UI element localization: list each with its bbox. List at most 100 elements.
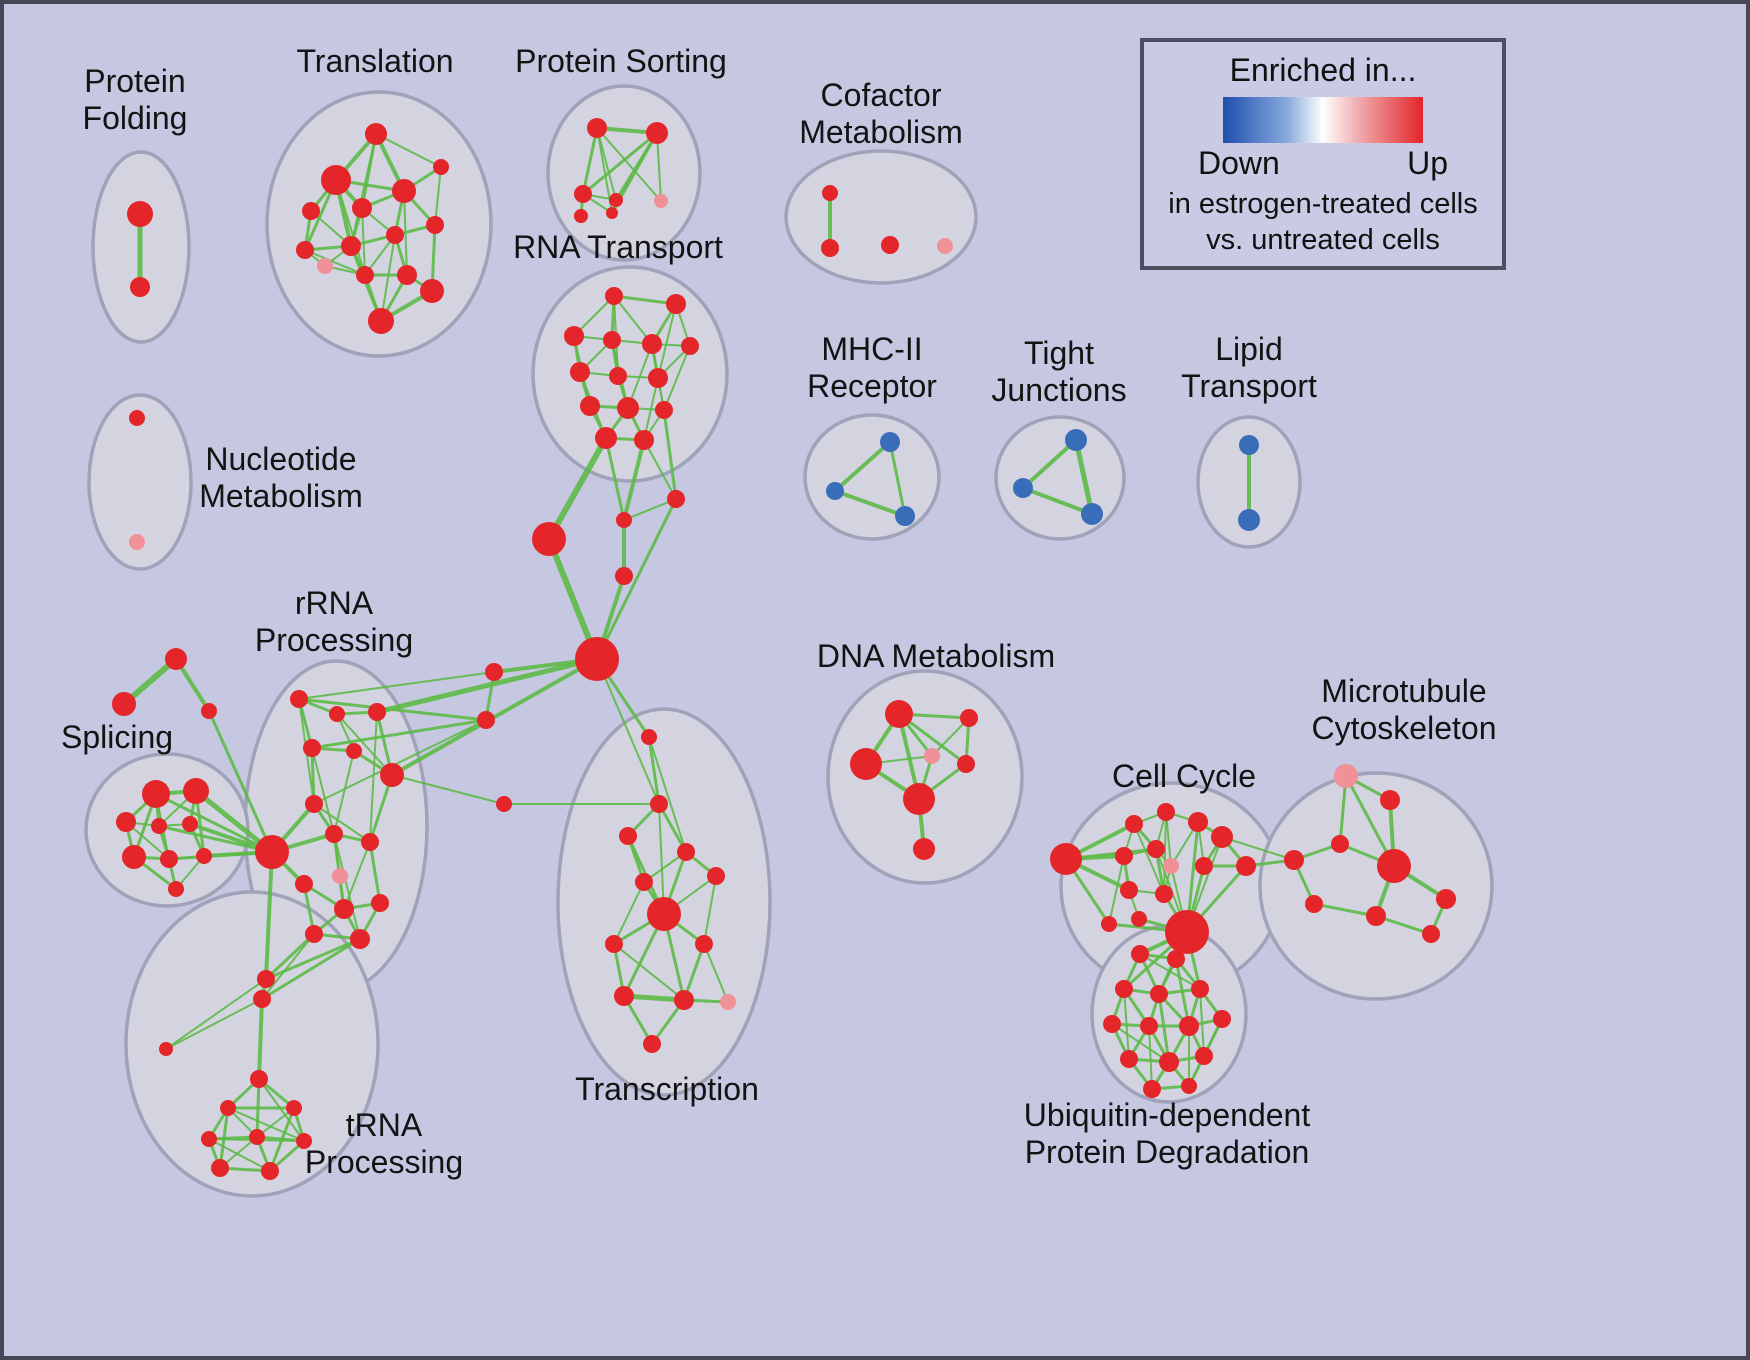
network-edge (1221, 836, 1295, 861)
cluster-label-nucleotide-metabolism: Nucleotide (205, 441, 356, 477)
network-node (130, 277, 150, 297)
network-node (605, 287, 623, 305)
network-node (368, 308, 394, 334)
network-node (182, 816, 198, 832)
network-node (1167, 950, 1185, 968)
network-node (296, 1133, 312, 1149)
network-node (420, 279, 444, 303)
network-edge (336, 713, 393, 776)
cluster-label-dna-metabolism: DNA Metabolism (817, 638, 1055, 674)
network-node (615, 567, 633, 585)
network-edge (1021, 438, 1078, 490)
network-node (159, 1042, 173, 1056)
network-node (1157, 803, 1175, 821)
network-node (574, 209, 588, 223)
network-node (532, 522, 566, 556)
network-edge (613, 295, 653, 345)
legend-subtitle-line2: vs. untreated cells (1206, 224, 1440, 256)
network-node (1165, 910, 1209, 954)
network-node (371, 894, 389, 912)
network-node (1143, 1080, 1161, 1098)
cluster-label-tight-junctions: Junctions (991, 372, 1126, 408)
network-node (647, 897, 681, 931)
cluster-label-mhc-ii-receptor: Receptor (807, 368, 937, 404)
network-node (606, 207, 618, 219)
network-edge (434, 166, 442, 226)
network-edge (658, 803, 665, 915)
network-node (1131, 911, 1147, 927)
network-node (433, 159, 449, 175)
network-node (426, 216, 444, 234)
cluster-label-translation: Translation (296, 43, 453, 79)
network-node (286, 1100, 302, 1116)
cluster-label-lipid-transport: Lipid (1215, 331, 1283, 367)
network-node (880, 432, 900, 452)
network-edge (257, 997, 264, 1081)
network-node (257, 970, 275, 988)
network-node (614, 986, 634, 1006)
network-edge (595, 497, 678, 661)
network-node (201, 1131, 217, 1147)
network-edge (833, 489, 907, 518)
network-node (1191, 980, 1209, 998)
network-node (1239, 435, 1259, 455)
network-node (220, 1100, 236, 1116)
cluster-ellipse-tight-junctions (994, 415, 1126, 541)
network-node (937, 238, 953, 254)
network-node (574, 185, 592, 203)
network-edge (647, 735, 661, 806)
network-edge (313, 719, 487, 805)
network-node (361, 833, 379, 851)
network-edge (1108, 855, 1125, 925)
network-edge (264, 932, 316, 981)
network-node (1140, 1017, 1158, 1035)
network-node (666, 294, 686, 314)
network-node (1305, 895, 1323, 913)
network-node (253, 990, 271, 1008)
cluster-ellipse-cofactor-metabolism (784, 149, 978, 285)
network-edge (298, 671, 495, 700)
network-node (642, 334, 662, 354)
network-node (1179, 1016, 1199, 1036)
network-edge (1148, 1025, 1153, 1090)
network-node (352, 198, 372, 218)
network-edge (264, 850, 274, 981)
network-node (127, 201, 153, 227)
network-node (305, 925, 323, 943)
network-edge (888, 440, 907, 518)
network-edge (657, 802, 688, 854)
network-edge (703, 875, 717, 945)
network-node (295, 875, 313, 893)
network-edge (260, 937, 362, 1001)
network-node (1422, 925, 1440, 943)
network-edge (1312, 902, 1378, 918)
network-edge (227, 1107, 305, 1142)
network-edge (369, 711, 378, 843)
legend-scale-labels: Down Up (1198, 145, 1448, 182)
network-node (635, 873, 653, 891)
network-edge (310, 718, 488, 750)
network-node (957, 755, 975, 773)
network-node (122, 845, 146, 869)
network-node (1195, 857, 1213, 875)
network-edge (596, 127, 662, 202)
network-node (365, 123, 387, 145)
cluster-label-splicing: Splicing (61, 719, 173, 755)
network-node (643, 1035, 661, 1053)
network-edge (1157, 992, 1171, 1064)
network-node (1436, 889, 1456, 909)
network-edge (546, 435, 609, 542)
network-edge (154, 792, 274, 854)
legend-title: Enriched in... (1229, 52, 1417, 88)
network-node (1081, 503, 1103, 525)
network-node (329, 706, 345, 722)
network-edge (581, 126, 599, 196)
cluster-label-cofactor-metabolism: Cofactor (821, 77, 942, 113)
network-node (332, 868, 348, 884)
network-edge (261, 933, 315, 1000)
network-node (960, 709, 978, 727)
network-node (821, 239, 839, 257)
